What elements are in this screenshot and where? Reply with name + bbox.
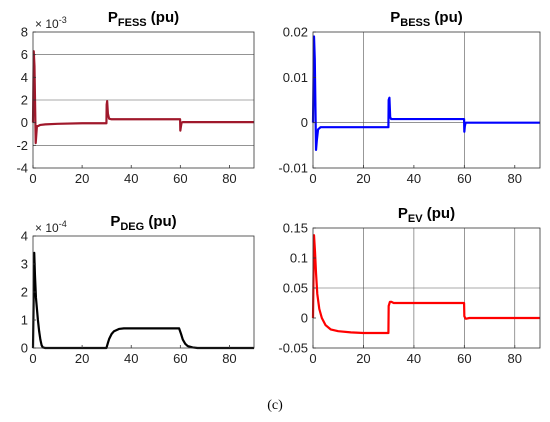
p-ev-ytick-label: 0.1 bbox=[290, 251, 308, 266]
p-fess-chart: 0 20 40 60 80 -4 -2 0 2 4 6 8 × 10-3 PFESS (pu) bbox=[16, 9, 255, 186]
p-deg-xtick-label: 40 bbox=[124, 351, 138, 366]
p-ev-xtick-label: 0 bbox=[309, 351, 316, 366]
p-fess-ytick-label: -4 bbox=[16, 161, 28, 176]
p-deg-exponent-power: -4 bbox=[59, 219, 67, 229]
p-ev-xtick-label: 20 bbox=[356, 351, 370, 366]
p-ev-series-line bbox=[311, 234, 540, 335]
p-bess-xtick-label: 0 bbox=[309, 171, 316, 186]
p-fess-exponent-base: × 10 bbox=[35, 17, 59, 31]
p-deg-ytick-label: 0 bbox=[21, 341, 28, 356]
p-deg-xtick-label: 60 bbox=[173, 351, 187, 366]
p-ev-title: PEV (pu) bbox=[398, 205, 455, 225]
p-bess-ytick-label: 0 bbox=[301, 115, 308, 130]
p-fess-exponent-power: -3 bbox=[59, 15, 67, 25]
p-deg-series-line bbox=[31, 251, 254, 350]
p-fess-title-unit: (pu) bbox=[147, 9, 179, 26]
p-fess-ytick-label: 4 bbox=[21, 70, 28, 85]
p-bess-xtick-label: 40 bbox=[407, 171, 421, 186]
p-bess-xtick-label: 20 bbox=[356, 171, 370, 186]
p-ev-ytick-label: 0.05 bbox=[283, 281, 308, 296]
p-deg-ytick-label: 2 bbox=[21, 285, 28, 300]
p-fess-ytick-label: 2 bbox=[21, 93, 28, 108]
p-ev-ytick-label: -0.05 bbox=[278, 341, 308, 356]
p-bess-title-unit: (pu) bbox=[430, 9, 462, 26]
p-bess-series-line bbox=[311, 35, 540, 151]
p-fess-ytick-label: 8 bbox=[21, 25, 28, 40]
p-deg-xtick-label: 20 bbox=[75, 351, 89, 366]
p-fess-xtick-label: 0 bbox=[29, 171, 36, 186]
p-fess-ytick-label: 6 bbox=[21, 47, 28, 62]
p-deg-exponent-label: × 10-4 bbox=[35, 219, 67, 235]
p-deg-exponent-base: × 10 bbox=[35, 221, 59, 235]
p-ev-ytick-label: 0 bbox=[301, 311, 308, 326]
p-fess-title: PFESS (pu) bbox=[108, 9, 179, 29]
p-ev-title-subscript: EV bbox=[408, 213, 423, 225]
p-fess-exponent-label: × 10-3 bbox=[35, 15, 67, 31]
p-fess-title-main: P bbox=[108, 9, 118, 26]
p-deg-ytick-label: 1 bbox=[21, 313, 28, 328]
p-deg-title-unit: (pu) bbox=[144, 213, 176, 230]
p-deg-ytick-label: 3 bbox=[21, 257, 28, 272]
figure-caption: (c) bbox=[267, 398, 283, 413]
p-bess-title-subscript: BESS bbox=[400, 17, 430, 29]
p-deg-xtick-label: 0 bbox=[29, 351, 36, 366]
p-bess-ytick-label: 0.02 bbox=[283, 25, 308, 40]
p-fess-xtick-label: 80 bbox=[222, 171, 236, 186]
p-deg-title: PDEG (pu) bbox=[110, 213, 176, 233]
p-fess-ytick-label: -2 bbox=[16, 138, 28, 153]
p-bess-xtick-label: 60 bbox=[457, 171, 471, 186]
p-bess-ytick-label: -0.01 bbox=[278, 161, 308, 176]
p-fess-xtick-label: 40 bbox=[124, 171, 138, 186]
p-ev-xtick-label: 60 bbox=[457, 351, 471, 366]
p-ev-title-main: P bbox=[398, 205, 408, 222]
p-ev-title-unit: (pu) bbox=[423, 205, 455, 222]
p-deg-xtick-label: 80 bbox=[222, 351, 236, 366]
p-ev-ytick-label: 0.15 bbox=[283, 221, 308, 236]
p-fess-xtick-label: 60 bbox=[173, 171, 187, 186]
p-fess-ytick-label: 0 bbox=[21, 115, 28, 130]
p-fess-xtick-label: 20 bbox=[75, 171, 89, 186]
p-deg-title-main: P bbox=[110, 213, 120, 230]
p-bess-xtick-label: 80 bbox=[508, 171, 522, 186]
p-ev-xtick-label: 40 bbox=[407, 351, 421, 366]
p-deg-title-subscript: DEG bbox=[120, 221, 144, 233]
p-bess-ytick-label: 0.01 bbox=[283, 70, 308, 85]
p-fess-series-line bbox=[31, 50, 254, 145]
p-deg-ytick-label: 4 bbox=[21, 229, 28, 244]
p-bess-title-main: P bbox=[390, 9, 400, 26]
p-ev-xtick-label: 80 bbox=[508, 351, 522, 366]
p-deg-axes-frame bbox=[32, 235, 255, 349]
p-deg-chart: 0 20 40 60 80 0 1 2 3 4 × 10-4 PDEG (pu) bbox=[21, 213, 255, 366]
p-bess-axes-frame bbox=[312, 31, 541, 169]
p-fess-title-subscript: FESS bbox=[118, 17, 147, 29]
p-bess-title: PBESS (pu) bbox=[390, 9, 462, 29]
